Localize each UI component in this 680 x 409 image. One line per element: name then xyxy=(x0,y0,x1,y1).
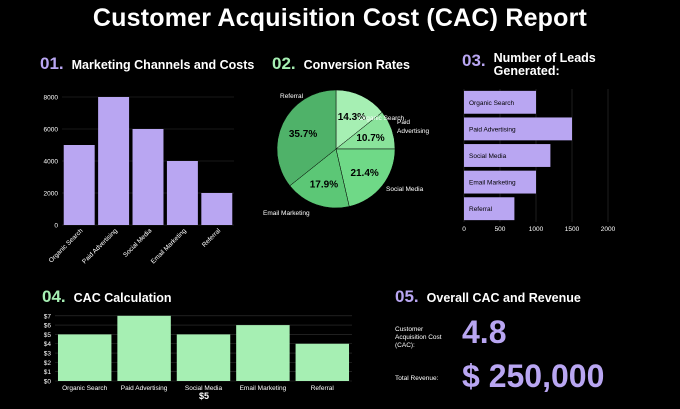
y-tick-label: $4 xyxy=(44,341,52,348)
y-tick-label: $2 xyxy=(44,360,52,367)
bar xyxy=(98,97,130,225)
x-tick-label: Social Media xyxy=(122,227,154,259)
pie-slice xyxy=(335,148,396,207)
bar xyxy=(57,334,112,381)
price-note: $5 xyxy=(199,391,210,401)
x-tick-label: 500 xyxy=(495,226,506,233)
bar xyxy=(166,161,198,225)
bar xyxy=(464,197,515,221)
x-tick-label: 1500 xyxy=(565,226,580,233)
y-tick-label: 0 xyxy=(54,223,58,230)
y-tick-label: $5 xyxy=(44,332,52,339)
bar xyxy=(201,193,233,225)
pie-slice xyxy=(289,148,350,209)
bar-category-label: Social Media xyxy=(469,153,507,160)
pie-value-label: 35.7% xyxy=(289,129,317,140)
revenue-value: $ 250,000 xyxy=(462,358,605,394)
pie-value-label: 14.3% xyxy=(338,112,366,123)
x-tick-label: 2000 xyxy=(601,226,616,233)
section-heading-5: 05. Overall CAC and Revenue xyxy=(395,287,581,306)
section-heading-3: 03. Number of Leads Generated: xyxy=(462,51,596,78)
bar xyxy=(132,129,164,225)
x-tick-label: Social Media xyxy=(185,385,223,392)
cac-value: 4.8 xyxy=(462,314,507,350)
pie-category-label: Advertising xyxy=(397,128,430,135)
x-tick-label: Paid Advertising xyxy=(81,227,119,265)
page-title: Customer Acquisition Cost (CAC) Report xyxy=(92,4,588,32)
pie-category-label: Paid xyxy=(397,119,410,126)
y-tick-label: $6 xyxy=(44,323,52,330)
pie-value-label: 10.7% xyxy=(356,133,384,144)
bar-category-label: Organic Search xyxy=(469,100,515,107)
bar-category-label: Referral xyxy=(469,206,493,213)
x-tick-label: Email Marketing xyxy=(150,227,188,265)
section-heading-4: 04. CAC Calculation xyxy=(42,287,172,306)
x-tick-label: Email Marketing xyxy=(240,385,287,392)
bar xyxy=(464,117,572,141)
x-tick-label: Paid Advertising xyxy=(121,385,168,392)
bar-category-label: Paid Advertising xyxy=(469,126,516,133)
y-tick-label: $1 xyxy=(44,369,52,376)
x-tick-label: 0 xyxy=(462,226,466,233)
pie-slice xyxy=(276,89,337,187)
pie-category-label: Referral xyxy=(280,93,304,100)
section-heading-2: 02. Conversion Rates xyxy=(272,54,410,73)
x-tick-label: Organic Search xyxy=(62,385,108,392)
pie-category-label: Organic Search xyxy=(359,115,405,122)
y-tick-label: $0 xyxy=(44,379,52,386)
y-tick-label: $7 xyxy=(44,313,52,320)
cac-label: Customer Acquisition Cost (CAC): xyxy=(395,326,442,349)
bar xyxy=(295,343,350,381)
bar xyxy=(464,90,536,114)
bar xyxy=(464,144,551,167)
pie-value-label: 21.4% xyxy=(350,168,378,179)
pie-slice xyxy=(335,89,383,150)
pie-category-label: Social Media xyxy=(386,186,424,193)
revenue-label: Total Revenue: xyxy=(395,375,439,382)
pie-category-label: Email Marketing xyxy=(263,210,310,217)
bar xyxy=(117,315,171,381)
bar xyxy=(176,334,231,381)
y-tick-label: 6000 xyxy=(44,127,59,134)
y-tick-label: $3 xyxy=(44,351,52,358)
pie-value-label: 17.9% xyxy=(310,180,338,191)
y-tick-label: 4000 xyxy=(44,159,59,166)
x-tick-label: Referral xyxy=(201,227,223,249)
x-tick-label: 1000 xyxy=(529,226,544,233)
bar xyxy=(236,325,290,381)
x-tick-label: Organic Search xyxy=(48,227,85,264)
bar-category-label: Email Marketing xyxy=(469,180,516,187)
y-tick-label: 2000 xyxy=(44,191,59,198)
bar xyxy=(63,145,95,225)
y-tick-label: 8000 xyxy=(44,95,59,102)
bar xyxy=(464,170,536,194)
x-tick-label: Referral xyxy=(311,385,335,392)
section-heading-1: 01. Marketing Channels and Costs xyxy=(40,54,255,73)
